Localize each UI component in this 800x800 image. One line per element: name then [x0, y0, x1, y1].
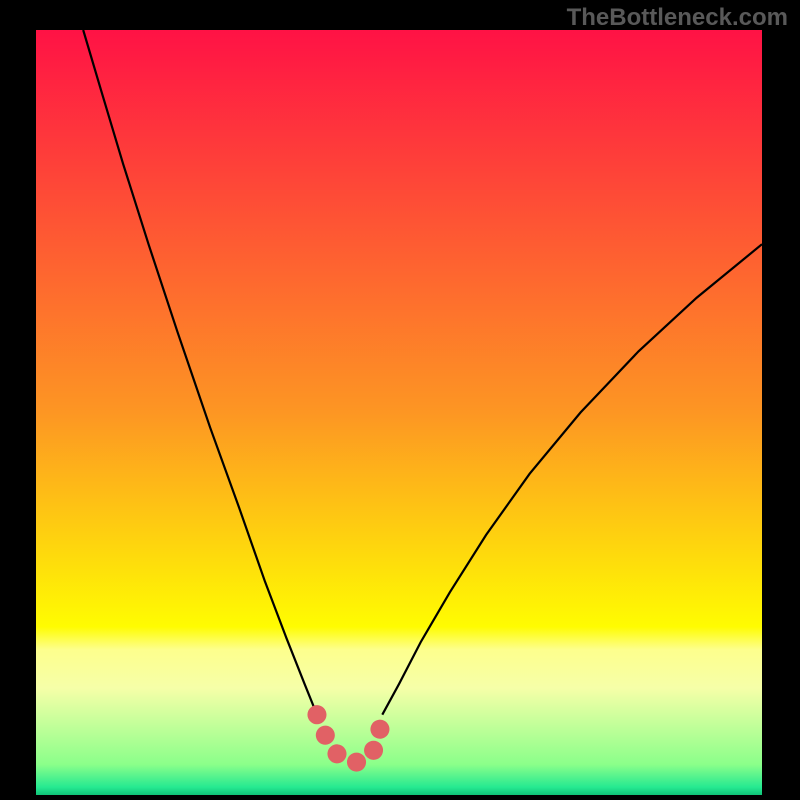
chart-container: TheBottleneck.com: [0, 0, 800, 800]
plot-area: [36, 30, 762, 795]
watermark-text: TheBottleneck.com: [567, 4, 788, 32]
